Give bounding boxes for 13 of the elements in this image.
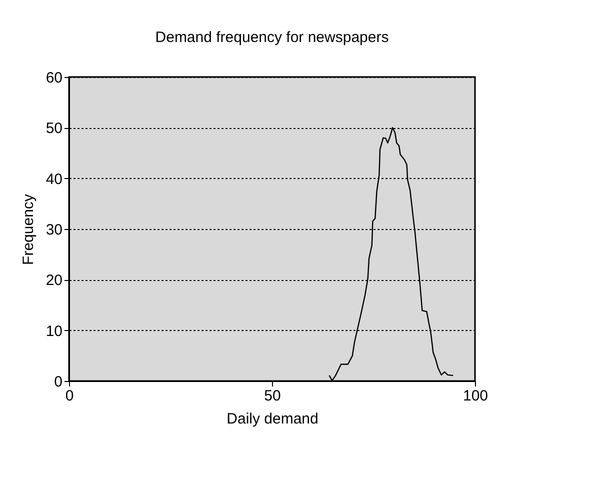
y-tick-label: 40 [46,170,62,188]
y-tick-label: 0 [54,374,62,390]
chart-title: Demand frequency for newspapers [155,29,389,46]
y-tick-label: 60 [46,70,62,86]
x-tick-label: 50 [264,388,281,404]
y-tick-label: 10 [46,322,62,340]
x-tick-label: 0 [65,388,74,404]
x-axis-title: Daily demand [226,410,318,428]
y-tick-label: 30 [46,222,62,238]
y-tick-label: 20 [46,272,62,290]
y-axis-title: Frequency [20,194,37,265]
y-tick-label: 50 [46,120,62,138]
x-tick-label: 100 [462,388,488,404]
